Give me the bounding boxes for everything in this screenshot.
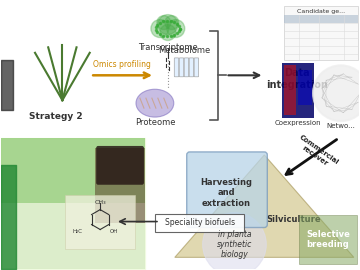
FancyBboxPatch shape xyxy=(298,70,312,105)
FancyBboxPatch shape xyxy=(189,58,194,77)
Text: Strategy 2: Strategy 2 xyxy=(28,112,82,121)
Text: Proteome: Proteome xyxy=(135,118,175,127)
FancyBboxPatch shape xyxy=(284,15,358,23)
Text: Candidate ge...: Candidate ge... xyxy=(297,9,345,14)
FancyBboxPatch shape xyxy=(179,58,184,77)
Text: Harvesting
and
extraction: Harvesting and extraction xyxy=(201,178,252,208)
Circle shape xyxy=(157,16,171,29)
FancyBboxPatch shape xyxy=(282,63,314,118)
Text: OH: OH xyxy=(110,229,118,234)
Text: CH₃: CH₃ xyxy=(94,200,106,205)
Circle shape xyxy=(151,20,169,38)
FancyBboxPatch shape xyxy=(66,195,135,249)
Circle shape xyxy=(203,212,266,270)
Polygon shape xyxy=(175,155,354,257)
Ellipse shape xyxy=(136,89,174,117)
Text: Omics profiling: Omics profiling xyxy=(93,60,151,69)
Text: Transcriptome: Transcriptome xyxy=(138,43,198,52)
Circle shape xyxy=(167,20,185,38)
Text: Commercial
recover: Commercial recover xyxy=(294,134,340,172)
Text: Coexpression: Coexpression xyxy=(275,120,321,126)
Text: Selective
breeding: Selective breeding xyxy=(306,230,350,249)
Text: in planta
synthetic
biology: in planta synthetic biology xyxy=(217,230,252,259)
FancyBboxPatch shape xyxy=(96,146,144,185)
Text: Speciality biofuels: Speciality biofuels xyxy=(165,218,235,227)
FancyBboxPatch shape xyxy=(95,148,145,222)
FancyBboxPatch shape xyxy=(187,152,267,228)
Text: H₂C: H₂C xyxy=(72,229,82,234)
Text: Data
integration: Data integration xyxy=(266,68,328,90)
Circle shape xyxy=(313,65,360,121)
FancyBboxPatch shape xyxy=(1,138,145,203)
Circle shape xyxy=(158,15,178,35)
FancyBboxPatch shape xyxy=(194,58,199,77)
FancyBboxPatch shape xyxy=(184,58,189,77)
FancyBboxPatch shape xyxy=(174,58,179,77)
Circle shape xyxy=(160,25,176,40)
Circle shape xyxy=(165,16,179,29)
FancyBboxPatch shape xyxy=(155,214,244,231)
Text: Silviculture: Silviculture xyxy=(267,215,321,224)
Text: Netwo...: Netwo... xyxy=(327,123,355,129)
FancyBboxPatch shape xyxy=(1,138,145,269)
FancyBboxPatch shape xyxy=(299,215,357,264)
Text: Metabolome: Metabolome xyxy=(159,46,211,55)
FancyBboxPatch shape xyxy=(284,6,358,60)
FancyBboxPatch shape xyxy=(284,65,296,115)
